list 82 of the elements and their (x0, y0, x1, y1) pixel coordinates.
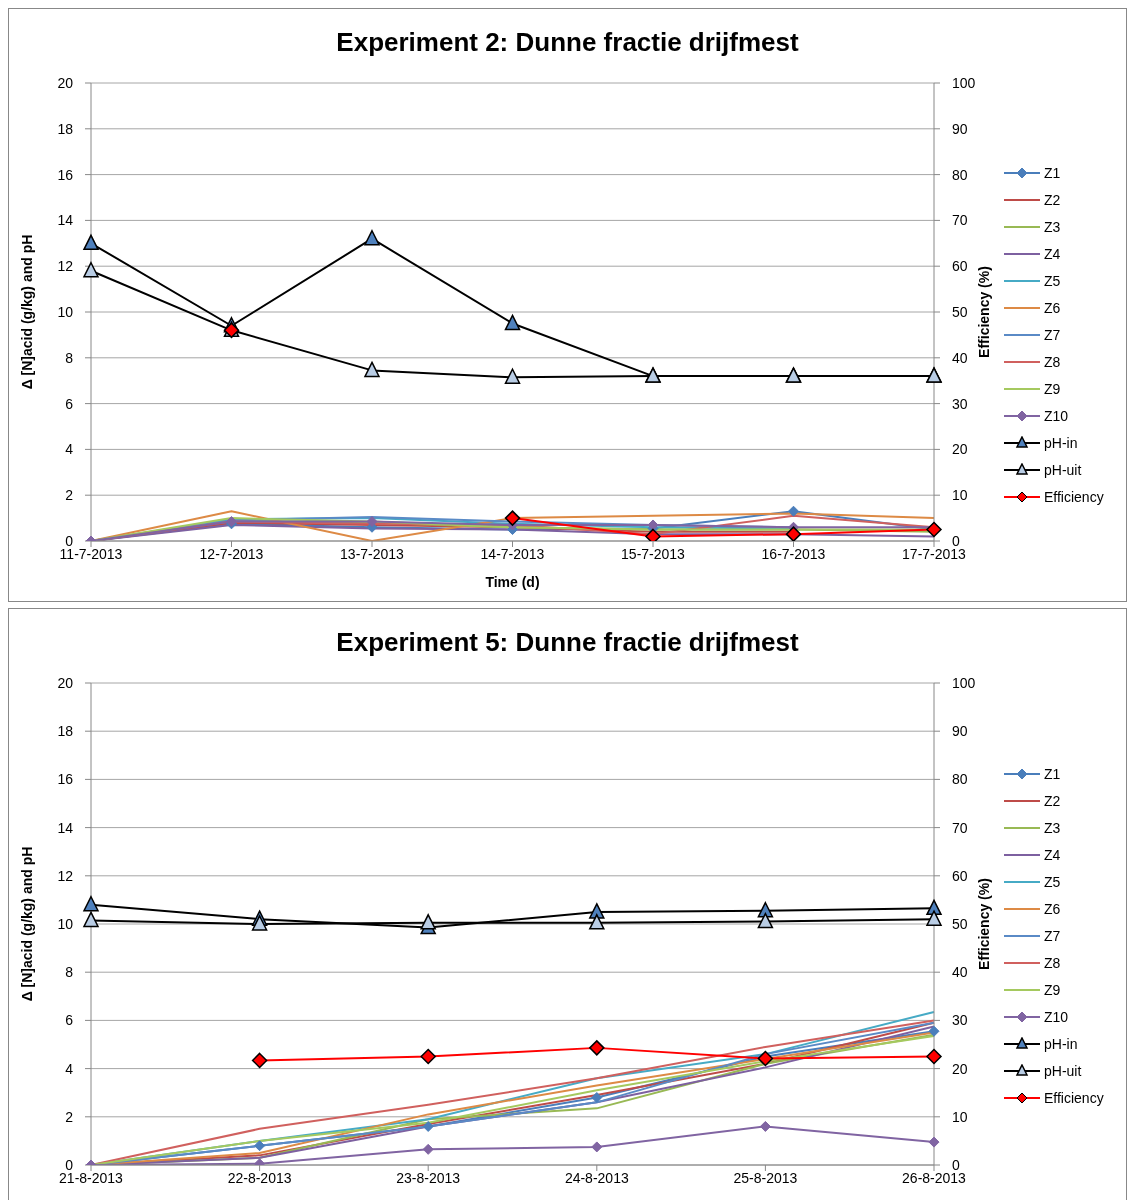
y2-tick-label: 80 (952, 771, 968, 788)
y-tick-label: 16 (57, 771, 74, 788)
y-tick-label: 20 (57, 74, 74, 91)
y-tick-label: 18 (57, 723, 74, 740)
legend-label: Z3 (1044, 219, 1061, 235)
legend-label: Z4 (1044, 847, 1061, 863)
y2-tick-label: 20 (952, 1060, 968, 1077)
y-tick-label: 10 (57, 915, 74, 932)
y2-tick-label: 100 (952, 74, 976, 91)
y-tick-label: 16 (57, 166, 74, 183)
y2-tick-label: 30 (952, 1012, 968, 1029)
y-tick-label: 10 (57, 303, 74, 320)
legend-label: Z6 (1044, 901, 1061, 917)
legend-label: Z4 (1044, 246, 1061, 262)
legend-label: Z2 (1044, 793, 1061, 809)
x-tick-label: 15-7-2013 (621, 545, 686, 562)
y-tick-label: 14 (57, 819, 74, 836)
y-tick-label: 4 (65, 441, 74, 458)
y2-tick-label: 60 (952, 867, 968, 884)
y-tick-label: 14 (57, 212, 74, 229)
y2-tick-label: 10 (952, 487, 968, 504)
legend-label: Z7 (1044, 327, 1061, 343)
x-tick-label: 13-7-2013 (340, 545, 405, 562)
y2-tick-label: 90 (952, 120, 968, 137)
y2-tick-label: 50 (952, 915, 968, 932)
legend-label: Z5 (1044, 874, 1061, 890)
legend-label: pH-uit (1044, 1063, 1082, 1079)
legend-label: pH-in (1044, 435, 1078, 451)
y2-tick-label: 100 (952, 674, 976, 691)
y-tick-label: 4 (65, 1060, 74, 1077)
legend-label: Z7 (1044, 928, 1061, 944)
y-axis-title: Δ [N]acid (g/kg) and pH (18, 846, 35, 1002)
x-tick-label: 23-8-2013 (396, 1169, 461, 1186)
y2-tick-label: 30 (952, 395, 968, 412)
chart-title: Experiment 5: Dunne fractie drijfmest (335, 626, 800, 659)
y2-tick-label: 80 (952, 166, 968, 183)
legend-label: Z6 (1044, 300, 1061, 316)
legend-label: Z2 (1044, 192, 1061, 208)
y2-tick-label: 40 (952, 964, 968, 981)
legend-label: Z8 (1044, 354, 1061, 370)
legend-label: Z1 (1044, 165, 1061, 181)
legend-label: Z1 (1044, 766, 1061, 782)
legend-label: Z9 (1044, 982, 1061, 998)
legend-label: Z8 (1044, 955, 1061, 971)
legend-label: Efficiency (1044, 1090, 1104, 1106)
y-tick-label: 8 (65, 349, 74, 366)
legend-label: Z9 (1044, 381, 1061, 397)
x-tick-label: 25-8-2013 (733, 1169, 798, 1186)
y-tick-label: 18 (57, 120, 74, 137)
y2-tick-label: 90 (952, 723, 968, 740)
x-tick-label: 12-7-2013 (199, 545, 264, 562)
y-tick-label: 2 (65, 1108, 74, 1125)
legend-label: Efficiency (1044, 489, 1104, 505)
legend-label: Z3 (1044, 820, 1061, 836)
y-tick-label: 6 (65, 1012, 74, 1029)
y2-axis-title: Efficiency (%) (975, 878, 992, 970)
y2-tick-label: 50 (952, 303, 968, 320)
x-tick-label: 16-7-2013 (761, 545, 826, 562)
legend-label: Z10 (1044, 408, 1069, 424)
y2-tick-label: 60 (952, 258, 968, 275)
x-tick-label: 24-8-2013 (564, 1169, 629, 1186)
y2-tick-label: 40 (952, 349, 968, 366)
y2-axis-title: Efficiency (%) (975, 266, 992, 358)
x-tick-label: 22-8-2013 (227, 1169, 292, 1186)
y2-tick-label: 20 (952, 441, 968, 458)
y-tick-label: 20 (57, 674, 74, 691)
y2-tick-label: 70 (952, 819, 968, 836)
legend-label: Z10 (1044, 1009, 1069, 1025)
y-tick-label: 12 (57, 867, 74, 884)
y-tick-label: 12 (57, 258, 74, 275)
legend-label: Z5 (1044, 273, 1061, 289)
y2-tick-label: 10 (952, 1108, 968, 1125)
legend-label: pH-uit (1044, 462, 1082, 478)
y-tick-label: 8 (65, 964, 74, 981)
legend-label: pH-in (1044, 1036, 1078, 1052)
y-tick-label: 6 (65, 395, 74, 412)
y2-tick-label: 70 (952, 212, 968, 229)
x-tick-label: 14-7-2013 (480, 545, 545, 562)
y-tick-label: 2 (65, 487, 74, 504)
y-axis-title: Δ [N]acid (g/kg) and pH (18, 234, 35, 390)
x-axis-title: Time (d) (485, 573, 540, 590)
chart-title: Experiment 2: Dunne fractie drijfmest (335, 26, 800, 59)
